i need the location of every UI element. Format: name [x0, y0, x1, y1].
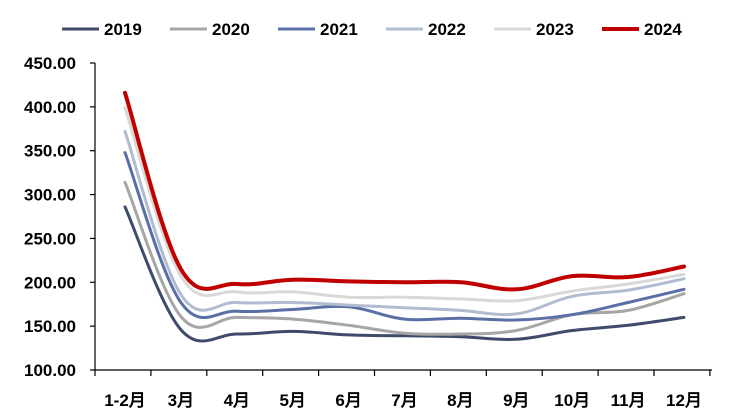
y-axis: 100.00 150.00 200.00 250.00 300.00 350.00 400.… — [24, 54, 96, 380]
x-tick-label: 1-2月 — [104, 391, 146, 410]
y-tick-label: 400.00 — [24, 98, 76, 117]
series-line-2024 — [123, 90, 686, 292]
y-tick-label: 450.00 — [24, 54, 76, 73]
series-line-2023 — [123, 106, 686, 303]
x-tick-label: 10月 — [554, 391, 590, 410]
x-tick-label: 5月 — [279, 391, 305, 410]
x-tick-label: 4月 — [224, 391, 250, 410]
legend-label-2022: 2022 — [428, 20, 466, 39]
x-tick-label: 3月 — [168, 391, 194, 410]
legend-label-2019: 2019 — [104, 20, 142, 39]
legend: 2019 2020 2021 2022 2023 2024 — [62, 20, 682, 39]
x-tick-label: 11月 — [611, 391, 646, 410]
legend-label-2021: 2021 — [320, 20, 358, 39]
x-tick-label: 12月 — [666, 391, 702, 410]
y-tick-label: 200.00 — [24, 273, 76, 292]
x-tick-label: 9月 — [503, 391, 529, 410]
x-tick-label: 6月 — [335, 391, 361, 410]
series-line-2022 — [123, 129, 686, 317]
legend-label-2024: 2024 — [644, 20, 682, 39]
y-tick-label: 300.00 — [24, 186, 76, 205]
y-tick-label: 250.00 — [24, 229, 76, 248]
plot-area — [123, 90, 686, 343]
x-tick-label: 8月 — [447, 391, 473, 410]
x-tick-label: 7月 — [391, 391, 417, 410]
x-axis: 1-2月 3月 4月 5月 6月 7月 8月 9月 10月 11月 12月 — [94, 369, 712, 410]
legend-label-2023: 2023 — [536, 20, 574, 39]
series-line-2020 — [123, 180, 686, 336]
legend-label-2020: 2020 — [212, 20, 250, 39]
series-line-2021 — [123, 151, 686, 322]
y-tick-label: 150.00 — [24, 317, 76, 336]
y-tick-label: 350.00 — [24, 142, 76, 161]
y-tick-label: 100.00 — [24, 361, 76, 380]
series-line-2019 — [123, 205, 686, 343]
